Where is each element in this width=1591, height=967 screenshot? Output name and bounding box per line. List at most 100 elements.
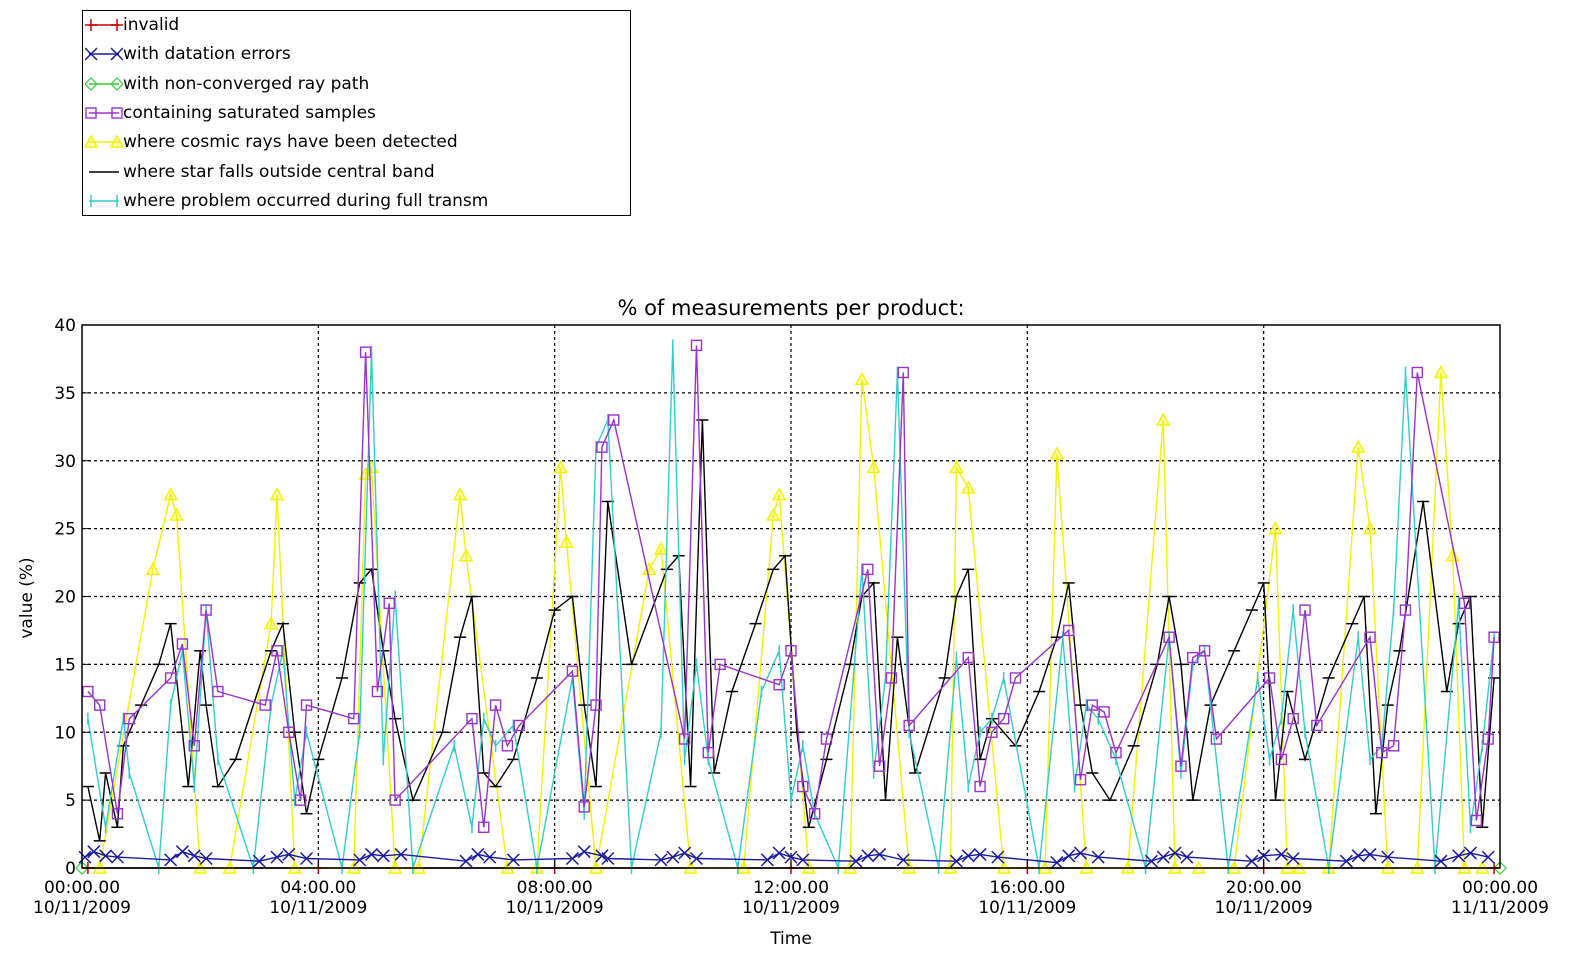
legend-entry: where cosmic rays have been detected (83, 129, 630, 158)
data-point (773, 679, 785, 691)
data-point (578, 801, 590, 813)
series-line (87, 345, 1495, 828)
x-axis: 00:00.0010/11/200904:00.0010/11/200908:0… (33, 860, 1549, 918)
data-point (263, 616, 279, 630)
data-point (252, 854, 266, 868)
data-point (1163, 631, 1175, 643)
x-tick-time-label: 08:00.00 (517, 878, 593, 898)
data-point (885, 672, 898, 684)
data-point (1452, 849, 1466, 863)
data-point (1463, 846, 1477, 860)
data-point (259, 699, 271, 711)
data-point (270, 850, 284, 864)
data-point (110, 47, 123, 61)
data-point (199, 851, 213, 866)
data-point (949, 854, 963, 868)
legend-swatch (85, 47, 123, 61)
data-point (961, 849, 975, 863)
chart-title: % of measurements per product: (617, 296, 964, 320)
x-tick-date-label: 10/11/2009 (506, 898, 604, 918)
data-point (1470, 814, 1483, 827)
data-point (1399, 604, 1412, 616)
y-tick-label: 10 (54, 723, 76, 743)
data-point (1050, 856, 1064, 870)
data-point (1433, 365, 1449, 379)
data-point (99, 849, 113, 863)
data-point (299, 851, 314, 866)
data-point (784, 850, 798, 864)
data-point (1493, 861, 1507, 875)
data-point (590, 699, 602, 711)
data-point (1488, 631, 1500, 643)
data-point (1364, 631, 1376, 643)
x-tick-time-label: 00:00.00 (44, 878, 120, 898)
legend-swatch (85, 76, 123, 91)
data-point (94, 699, 106, 711)
data-point (760, 853, 774, 867)
data-point (1376, 746, 1388, 759)
data-point (820, 733, 833, 745)
data-point (175, 845, 189, 859)
y-tick-label: 0 (65, 859, 76, 879)
data-point (501, 740, 514, 752)
legend-swatch (85, 19, 123, 31)
y-tick-label: 30 (54, 452, 76, 472)
x-axis-label: Time (769, 929, 812, 949)
legend-entry: with non-converged ray path (83, 71, 630, 100)
data-point (111, 19, 123, 31)
data-point (300, 699, 313, 711)
data-point (394, 847, 408, 861)
data-point (897, 366, 909, 379)
legend-label: with datation errors (123, 44, 291, 65)
data-point (110, 76, 123, 91)
data-point (1381, 850, 1395, 864)
data-point (364, 847, 379, 861)
data-point (873, 847, 887, 861)
x-tick-time-label: 12:00.00 (753, 878, 829, 898)
data-point (1210, 733, 1223, 745)
data-point (269, 487, 285, 501)
y-axis-label: value (%) (17, 557, 37, 638)
x-tick-time-label: 16:00.00 (989, 878, 1065, 898)
data-point (271, 645, 283, 657)
data-point (785, 645, 797, 657)
data-point (772, 487, 787, 501)
data-point (111, 107, 123, 119)
legend-label: with non-converged ray path (123, 73, 370, 94)
legend-label: where cosmic rays have been detected (123, 132, 458, 153)
legend-swatch (89, 170, 119, 173)
data-point (991, 850, 1005, 864)
series-with-datation-errors (78, 845, 1495, 870)
data-point (566, 665, 579, 677)
data-point (1351, 439, 1366, 453)
data-point (1074, 774, 1087, 786)
data-point (1144, 854, 1158, 868)
data-point (176, 638, 189, 650)
legend-entry: where problem occurred during full trans… (83, 188, 630, 217)
data-point (678, 846, 692, 860)
data-point (1411, 366, 1423, 379)
y-tick-label: 15 (54, 655, 76, 675)
data-point (1245, 854, 1259, 868)
data-point (85, 47, 98, 61)
data-point (483, 850, 497, 864)
legend-label: containing saturated samples (123, 102, 376, 123)
data-point (188, 740, 200, 752)
data-point (348, 712, 360, 725)
data-point (1458, 597, 1471, 609)
data-point (1275, 753, 1288, 766)
data-point (690, 339, 703, 352)
data-point (854, 371, 870, 385)
legend-label: invalid (123, 15, 180, 35)
data-point (283, 726, 295, 738)
data-point (849, 854, 863, 868)
x-tick-date-label: 10/11/2009 (269, 898, 367, 918)
data-point (714, 658, 726, 671)
data-point (1086, 699, 1099, 711)
data-point (608, 414, 620, 426)
data-point (85, 134, 99, 148)
data-point (200, 604, 212, 616)
data-point (1257, 849, 1271, 863)
data-point (513, 719, 525, 732)
data-point (772, 846, 786, 860)
